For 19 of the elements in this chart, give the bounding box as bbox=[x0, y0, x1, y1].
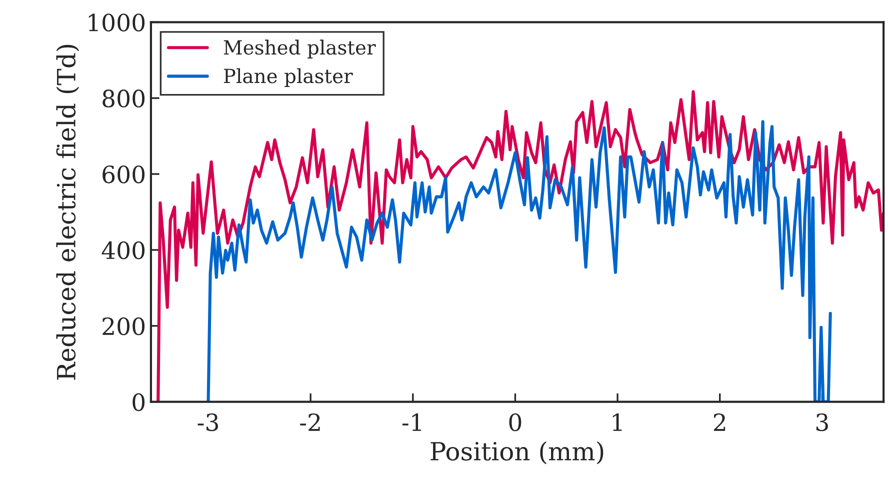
x-tick-label: 0 bbox=[509, 413, 522, 432]
x-tick-label: -3 bbox=[198, 413, 218, 432]
line-series bbox=[156, 90, 884, 402]
y-tick-label: 1000 bbox=[88, 14, 145, 32]
y-tick-label: 800 bbox=[102, 90, 145, 108]
y-tick-label: 200 bbox=[102, 317, 145, 336]
x-tick-label: 3 bbox=[816, 413, 828, 432]
y-tick-label: 400 bbox=[102, 241, 145, 260]
legend-label: Meshed plaster bbox=[224, 40, 376, 59]
y-axis-title: Reduced electric field (Td) bbox=[56, 44, 80, 380]
x-tick-label: -2 bbox=[300, 413, 320, 431]
legend-label: Plane plaster bbox=[224, 68, 353, 88]
x-axis-title: Position (mm) bbox=[430, 441, 604, 464]
line-series bbox=[206, 120, 832, 402]
y-tick-label: 0 bbox=[132, 393, 145, 412]
x-tick-label: -1 bbox=[402, 413, 422, 431]
y-tick-label: 600 bbox=[102, 165, 145, 184]
x-tick-label: 2 bbox=[714, 413, 726, 431]
x-tick-label: 1 bbox=[612, 413, 622, 431]
